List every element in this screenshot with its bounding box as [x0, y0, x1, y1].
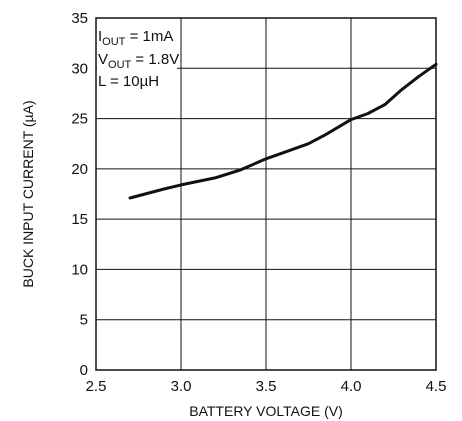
annotation-line-2: VOUT = 1.8V: [98, 51, 179, 71]
y-tick-label-7: 35: [71, 10, 88, 27]
y-tick-label-6: 30: [71, 60, 88, 77]
y-tick-label-1: 5: [80, 312, 88, 329]
annotation: IOUT = 1mA VOUT = 1.8V L = 10µH: [98, 28, 179, 90]
x-axis-label: BATTERY VOLTAGE (V): [189, 403, 343, 419]
x-tick-label-3: 4.0: [341, 378, 362, 395]
x-tick-label-4: 4.5: [426, 378, 447, 395]
annotation-line-1: IOUT = 1mA: [98, 28, 173, 48]
series-layer: [128, 62, 438, 200]
y-tick-label-0: 0: [80, 362, 88, 379]
y-tick-label-5: 25: [71, 111, 88, 128]
y-tick-label-4: 20: [71, 161, 88, 178]
x-tick-label-0: 2.5: [86, 378, 107, 395]
y-tick-label-3: 15: [71, 211, 88, 228]
y-axis-label: BUCK INPUT CURRENT (µA): [20, 100, 36, 287]
annotation-line-3: L = 10µH: [98, 73, 159, 90]
x-tick-labels: 2.5 3.0 3.5 4.0 4.5: [86, 378, 447, 395]
series-line-0: [128, 62, 438, 200]
y-tick-labels: 0 5 10 15 20 25 30 35: [71, 10, 88, 379]
annotation-background: [97, 19, 177, 95]
y-tick-label-2: 10: [71, 261, 88, 278]
x-tick-label-2: 3.5: [256, 378, 277, 395]
x-tick-label-1: 3.0: [171, 378, 192, 395]
plot-border: [95, 17, 437, 371]
